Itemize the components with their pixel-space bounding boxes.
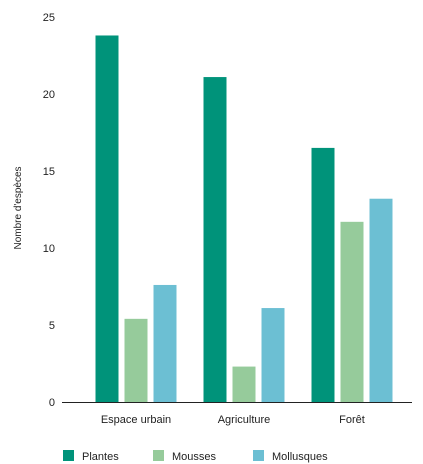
legend-label: Mollusques [272, 451, 328, 463]
x-tick-label: Forêt [339, 414, 365, 426]
legend-item: Plantes [63, 450, 119, 463]
bar-mousses-1 [232, 366, 256, 402]
y-axis-title: Nombre d'espèces [13, 166, 24, 249]
x-tick-label: Agriculture [218, 414, 271, 426]
legend-swatch [153, 450, 164, 461]
y-tick-label: 15 [43, 166, 55, 178]
bar-mousses-0 [124, 318, 148, 402]
bar-plantes-1 [203, 77, 227, 402]
legend: Plantes Mousses Mollusques [63, 450, 328, 463]
y-tick-label: 20 [43, 89, 55, 101]
bar-mollusques-2 [369, 198, 393, 402]
bar-plantes-0 [95, 35, 119, 402]
y-tick-label: 10 [43, 243, 55, 255]
legend-item: Mousses [153, 450, 217, 463]
x-axis: Espace urbain Agriculture Forêt [101, 414, 365, 426]
y-tick-label: 5 [49, 320, 55, 332]
y-tick-label: 0 [49, 397, 55, 409]
bar-mollusques-0 [153, 284, 177, 402]
x-tick-label: Espace urbain [101, 414, 171, 426]
bar-mollusques-1 [261, 308, 285, 402]
bars [95, 35, 393, 402]
y-axis: 0 5 10 15 20 25 [43, 12, 55, 409]
bar-plantes-2 [311, 147, 335, 402]
y-tick-label: 25 [43, 12, 55, 24]
legend-item: Mollusques [253, 450, 328, 463]
legend-swatch [63, 450, 74, 461]
legend-swatch [253, 450, 264, 461]
legend-label: Mousses [172, 451, 217, 463]
legend-label: Plantes [82, 451, 119, 463]
bar-mousses-2 [340, 221, 364, 402]
